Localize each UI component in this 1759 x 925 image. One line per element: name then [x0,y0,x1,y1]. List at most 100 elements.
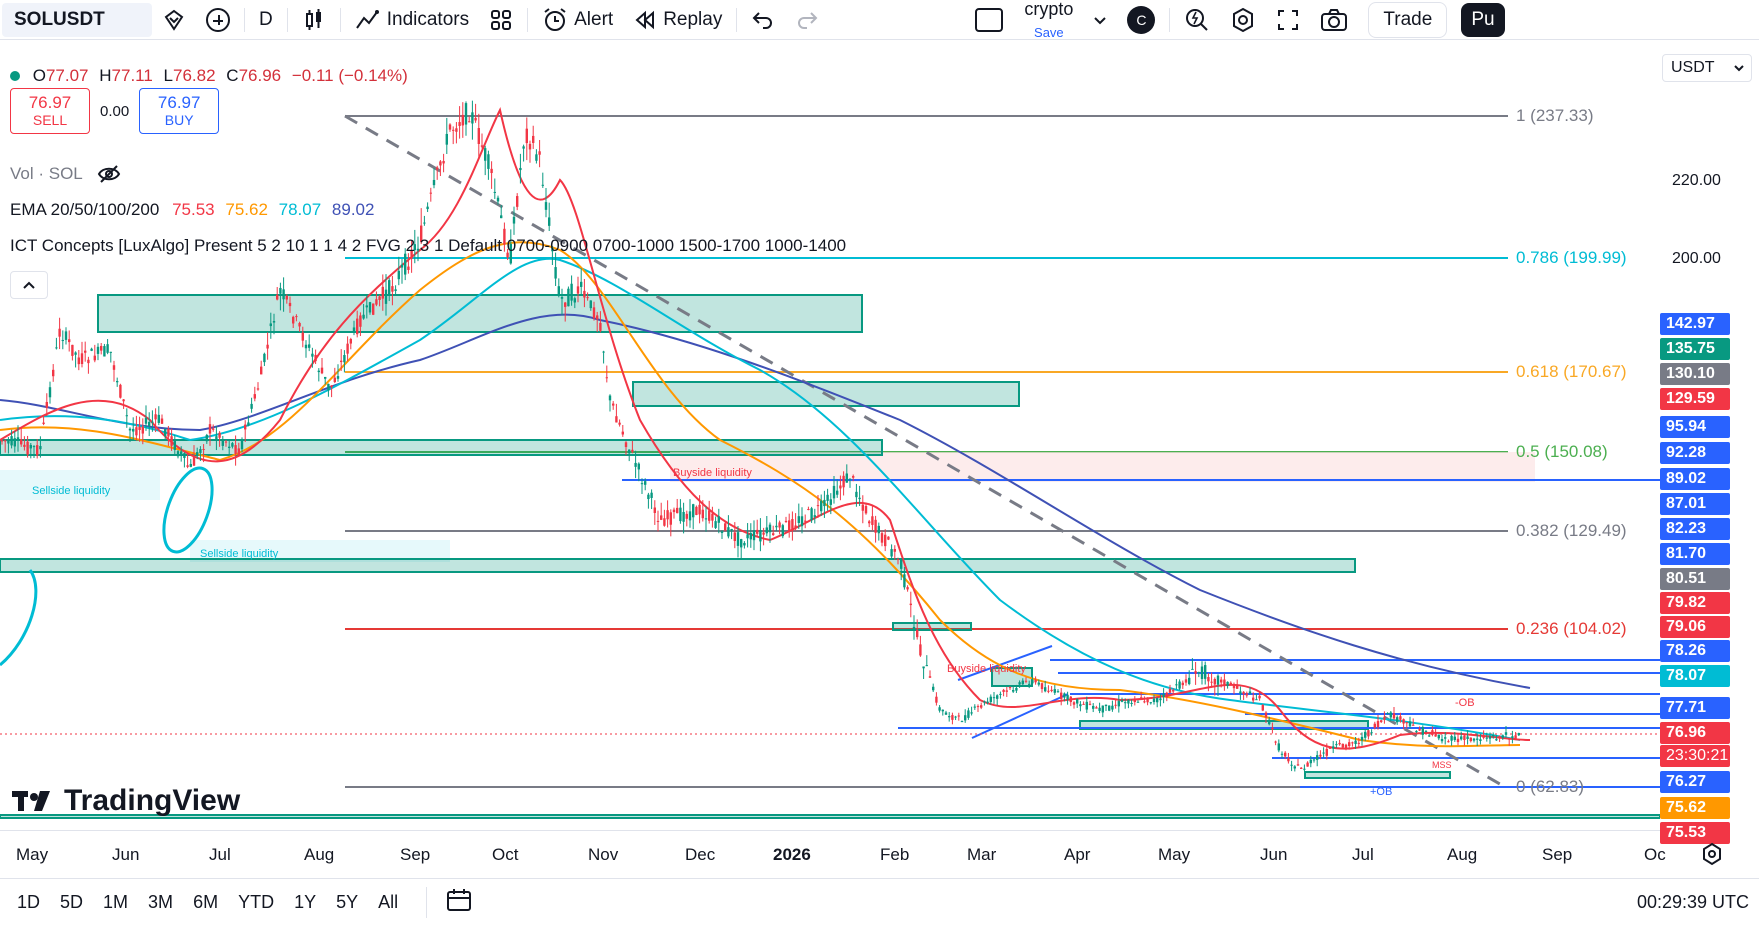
month-label: Dec [685,845,716,864]
replay-button[interactable]: Replay [623,0,732,40]
range-button[interactable]: 5Y [336,891,359,912]
layout-menu-button[interactable] [1083,0,1117,40]
utc-clock[interactable]: 00:29:39 UTC [1636,892,1749,912]
change-value: −0.11 (−0.14%) [291,66,408,85]
candle-body [314,354,317,362]
candle-body [532,135,535,143]
sell-button[interactable]: 76.97 SELL [10,88,90,134]
candle-body [1236,685,1239,689]
tradingview-logo-icon [12,791,50,811]
candle-body [1156,698,1159,703]
candle-body [1392,713,1396,719]
indicators-button[interactable]: Indicators [345,0,479,40]
candle-body [906,587,909,590]
chart-type-button[interactable] [292,0,336,40]
candle-body [836,490,839,495]
candle-body [1063,693,1066,698]
candle-body [506,252,509,258]
price-label: 77.71 [1660,697,1730,719]
candle-body [1303,768,1306,770]
candle-body [285,295,288,300]
order-block-4 [0,558,1356,573]
price-chart[interactable]: Sellside liquidity Sellside liquidity Bu… [0,41,1660,831]
layout-name-button[interactable]: crypto Save [1014,0,1083,40]
candle-body [842,475,845,488]
candle-body [471,112,474,124]
symbol-search[interactable]: SOLUSDT [2,2,152,37]
buy-button[interactable]: 76.97 BUY [139,88,220,134]
range-button[interactable]: All [378,891,399,912]
collapse-legend-button[interactable] [10,271,48,299]
candle-body [1085,701,1088,710]
range-button[interactable]: 1M [103,891,129,912]
redo-button[interactable] [785,0,829,40]
time-axis[interactable] [0,830,1660,870]
layout-name: crypto [1024,0,1074,19]
candle-body [64,331,68,340]
candle-body [1181,682,1184,686]
candle-body [1242,691,1245,695]
layout-toggle-button[interactable] [964,0,1014,40]
fullscreen-button[interactable] [1266,0,1310,40]
range-button[interactable]: YTD [238,891,275,912]
month-label: 2026 [773,845,811,864]
candle-body [1338,742,1341,745]
volume-legend[interactable]: Vol · SOL [10,164,121,184]
ict-legend[interactable]: ICT Concepts [LuxAlgo] Present 5 2 10 1 … [10,236,846,256]
range-button[interactable]: 6M [193,891,219,912]
settings-button[interactable] [1220,0,1266,40]
range-button[interactable]: 1D [17,891,41,912]
candle-body [461,114,464,126]
candle-body [410,250,413,259]
month-label: May [16,845,49,864]
candle-body [1245,693,1248,696]
interval-button[interactable]: D [249,0,283,40]
candle-body [714,521,717,528]
ema-legend[interactable]: EMA 20/50/100/200 75.53 75.62 78.07 89.0… [10,200,374,220]
candle-body [215,436,218,441]
candle-body [560,297,564,299]
templates-button[interactable] [479,0,523,40]
price-label: 87.01 [1660,493,1730,515]
candle-body [186,465,189,467]
eye-off-icon[interactable] [97,164,121,184]
candle-body [365,305,368,308]
month-label: Nov [588,845,619,864]
price-label: 75.53 [1660,822,1730,844]
candle-body [823,499,826,507]
candle-body [1108,705,1111,711]
currency-selector[interactable]: USDT [1662,54,1752,82]
candle-body [464,103,468,125]
axis-settings-button[interactable] [1700,842,1724,871]
alert-button[interactable]: Alert [532,0,623,40]
candle-body [10,436,13,446]
candle-body [100,345,103,351]
quick-search-button[interactable] [1174,0,1220,40]
trade-button[interactable]: Trade [1358,0,1457,40]
user-menu-button[interactable]: C [1117,0,1165,40]
range-button[interactable]: 1Y [294,891,317,912]
undo-button[interactable] [741,0,785,40]
symbol-dropdown-button[interactable] [152,0,196,40]
candle-body [909,603,912,606]
date-range-button[interactable] [426,886,473,918]
range-button[interactable]: 3M [148,891,174,912]
divider [286,7,288,32]
range-button[interactable]: 5D [60,891,84,912]
candle-body [202,448,205,450]
snapshot-button[interactable] [1310,0,1358,40]
divider [1169,7,1171,32]
compare-symbol-button[interactable] [196,0,240,40]
candle-body [58,328,61,337]
candle-body [260,366,263,375]
candle-body [951,715,954,720]
candle-body [1312,759,1316,761]
candle-body [896,559,900,561]
ema-50-value: 75.62 [225,200,268,219]
price-label: 79.82 [1660,592,1730,614]
candle-body [1229,682,1232,685]
candle-body [1360,736,1364,741]
candle-body [1402,719,1405,724]
candle-body [36,445,39,456]
publish-button[interactable]: Pu [1457,0,1505,40]
